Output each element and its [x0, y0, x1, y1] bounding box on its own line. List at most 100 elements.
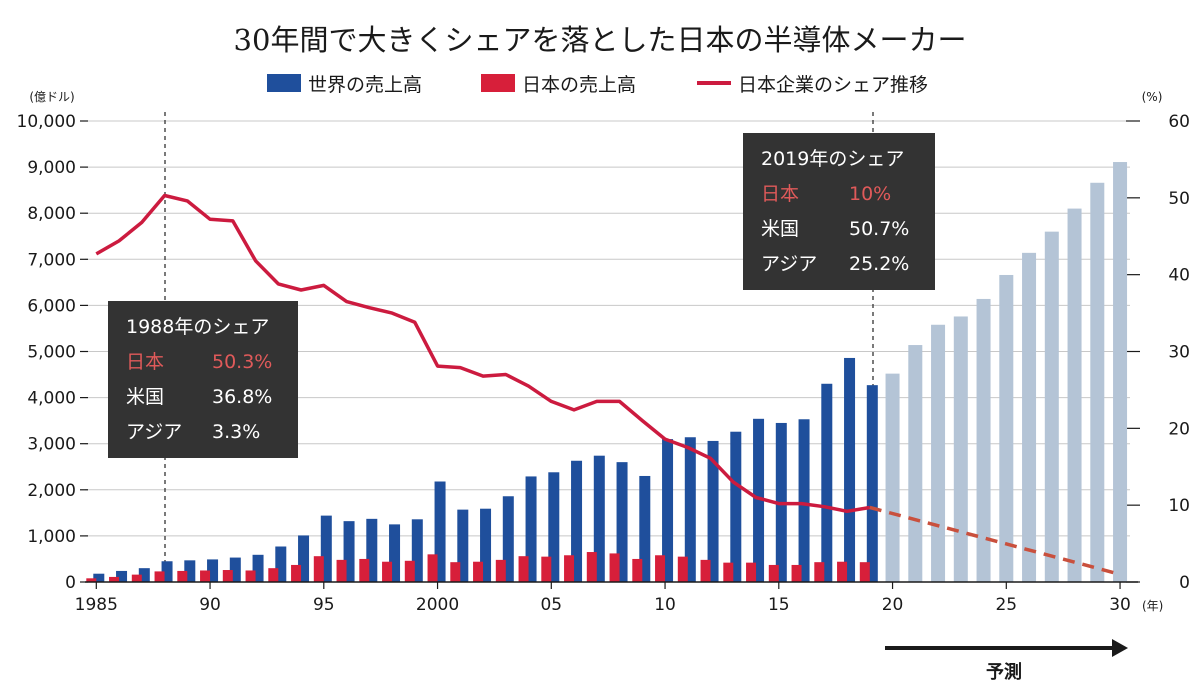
- bar-world: [343, 521, 355, 582]
- bar-world: [320, 515, 332, 582]
- y-left-tick-label: 6,000: [27, 296, 76, 316]
- bar-japan: [222, 570, 233, 582]
- bar-world: [548, 472, 560, 582]
- bar-japan: [404, 560, 415, 582]
- bar-world: [480, 508, 492, 582]
- bar-japan: [564, 555, 575, 582]
- bar-world: [616, 462, 628, 582]
- y-left-tick-label: 5,000: [27, 343, 76, 363]
- bar-world: [844, 357, 856, 582]
- bar-japan: [154, 571, 165, 582]
- x-unit: (年): [1142, 599, 1163, 613]
- bar-world-forecast: [999, 274, 1014, 582]
- bar-japan: [541, 556, 552, 582]
- forecast-arrow: 予測: [885, 639, 1128, 683]
- bar-japan: [291, 564, 302, 582]
- bar-world: [866, 385, 878, 582]
- forecast-arrow-head: [1112, 639, 1128, 657]
- bar-world: [707, 440, 719, 582]
- bar-world-forecast: [953, 316, 968, 582]
- bar-japan: [336, 559, 347, 582]
- bar-world-forecast: [1044, 231, 1059, 582]
- annotation-2019-title: 2019年のシェア: [761, 148, 904, 170]
- legend: 世界の売上高 日本の売上高 日本企業のシェア推移: [267, 74, 928, 96]
- y-right-tick-label: 50: [1168, 189, 1190, 209]
- bar-japan: [837, 561, 848, 582]
- bar-world: [138, 568, 150, 582]
- y-left-tick-label: 4,000: [27, 389, 76, 409]
- annotation-1988-region-us: 米国: [126, 386, 164, 408]
- annotation-2019-value-us: 50.7%: [849, 218, 909, 240]
- annotation-2019-box: [743, 133, 935, 290]
- forecast-label: 予測: [986, 661, 1022, 683]
- bar-world: [229, 557, 241, 582]
- bar-world: [252, 554, 264, 582]
- bar-world: [639, 475, 651, 582]
- x-tick-label: 2000: [416, 595, 459, 615]
- annotation-1988: 1988年のシェア 日本 50.3% 米国 36.8% アジア 3.3%: [108, 301, 298, 458]
- y-right-unit: (%): [1142, 90, 1163, 104]
- legend-label-share: 日本企業のシェア推移: [738, 74, 928, 96]
- bar-world-forecast: [976, 298, 991, 582]
- bar-world: [798, 419, 810, 582]
- bar-world-forecast: [885, 373, 900, 582]
- x-tick-label: 05: [540, 595, 562, 615]
- bar-world: [93, 573, 105, 582]
- bar-japan: [814, 562, 825, 582]
- y-right-tick-label: 20: [1168, 419, 1190, 439]
- share-line: [95, 193, 1121, 577]
- bar-world: [593, 455, 605, 582]
- bar-world-forecast: [1090, 182, 1105, 583]
- annotation-2019-region-asia: アジア: [761, 253, 817, 275]
- bar-japan: [791, 564, 802, 582]
- bar-world: [298, 535, 310, 582]
- bar-japan: [427, 554, 438, 582]
- y-left-tick-label: 3,000: [27, 435, 76, 455]
- bar-japan: [655, 555, 666, 582]
- annotation-1988-value-us: 36.8%: [212, 386, 272, 408]
- bar-japan: [473, 561, 484, 582]
- bar-japan: [268, 568, 279, 582]
- bar-japan: [245, 570, 256, 582]
- share-line-forecast: [869, 505, 1121, 577]
- x-axis: 1985 90 95 2000 05 10 15 20 25 30: [75, 582, 1131, 615]
- y-left-tick-label: 2,000: [27, 481, 76, 501]
- annotation-2019-value-asia: 25.2%: [849, 253, 909, 275]
- annotation-2019: 2019年のシェア 日本 10% 米国 50.7% アジア 25.2%: [743, 133, 935, 290]
- y-left-tick-label: 1,000: [27, 527, 76, 547]
- legend-label-japan: 日本の売上高: [522, 74, 636, 96]
- y-left-tick-label: 8,000: [27, 204, 76, 224]
- x-tick-label: 1985: [75, 595, 118, 615]
- bar-world-forecast: [1113, 162, 1128, 583]
- bar-world: [184, 560, 196, 582]
- y-right-tick-label: 60: [1168, 112, 1190, 132]
- bar-japan: [200, 570, 211, 582]
- bar-world: [434, 481, 446, 582]
- bar-world-forecast: [908, 345, 923, 582]
- bar-japan: [677, 556, 688, 582]
- bar-world: [275, 546, 287, 582]
- y-left-tick-label: 0: [65, 573, 76, 593]
- bar-world: [116, 570, 128, 582]
- bar-japan: [109, 576, 120, 582]
- bar-japan: [86, 578, 97, 582]
- y-left-tick-label: 9,000: [27, 158, 76, 178]
- x-tick-label: 15: [768, 595, 790, 615]
- bar-japan: [177, 570, 188, 582]
- bar-world: [457, 509, 469, 582]
- y-right-axis: 0 10 20 30 40 50 60: [1126, 112, 1190, 593]
- bar-world: [684, 437, 696, 582]
- bar-japan: [746, 562, 757, 582]
- x-tick-label: 90: [199, 595, 221, 615]
- legend-label-world: 世界の売上高: [308, 74, 422, 96]
- bar-japan: [359, 558, 370, 582]
- annotation-1988-region-asia: アジア: [126, 421, 182, 443]
- annotation-2019-region-us: 米国: [761, 218, 799, 240]
- y-left-tick-label: 10,000: [17, 112, 76, 132]
- bar-world: [161, 561, 173, 582]
- y-left-unit: (億ドル): [29, 90, 74, 104]
- annotation-2019-value-japan: 10%: [849, 183, 891, 205]
- bar-world: [389, 524, 401, 582]
- x-tick-label: 95: [313, 595, 335, 615]
